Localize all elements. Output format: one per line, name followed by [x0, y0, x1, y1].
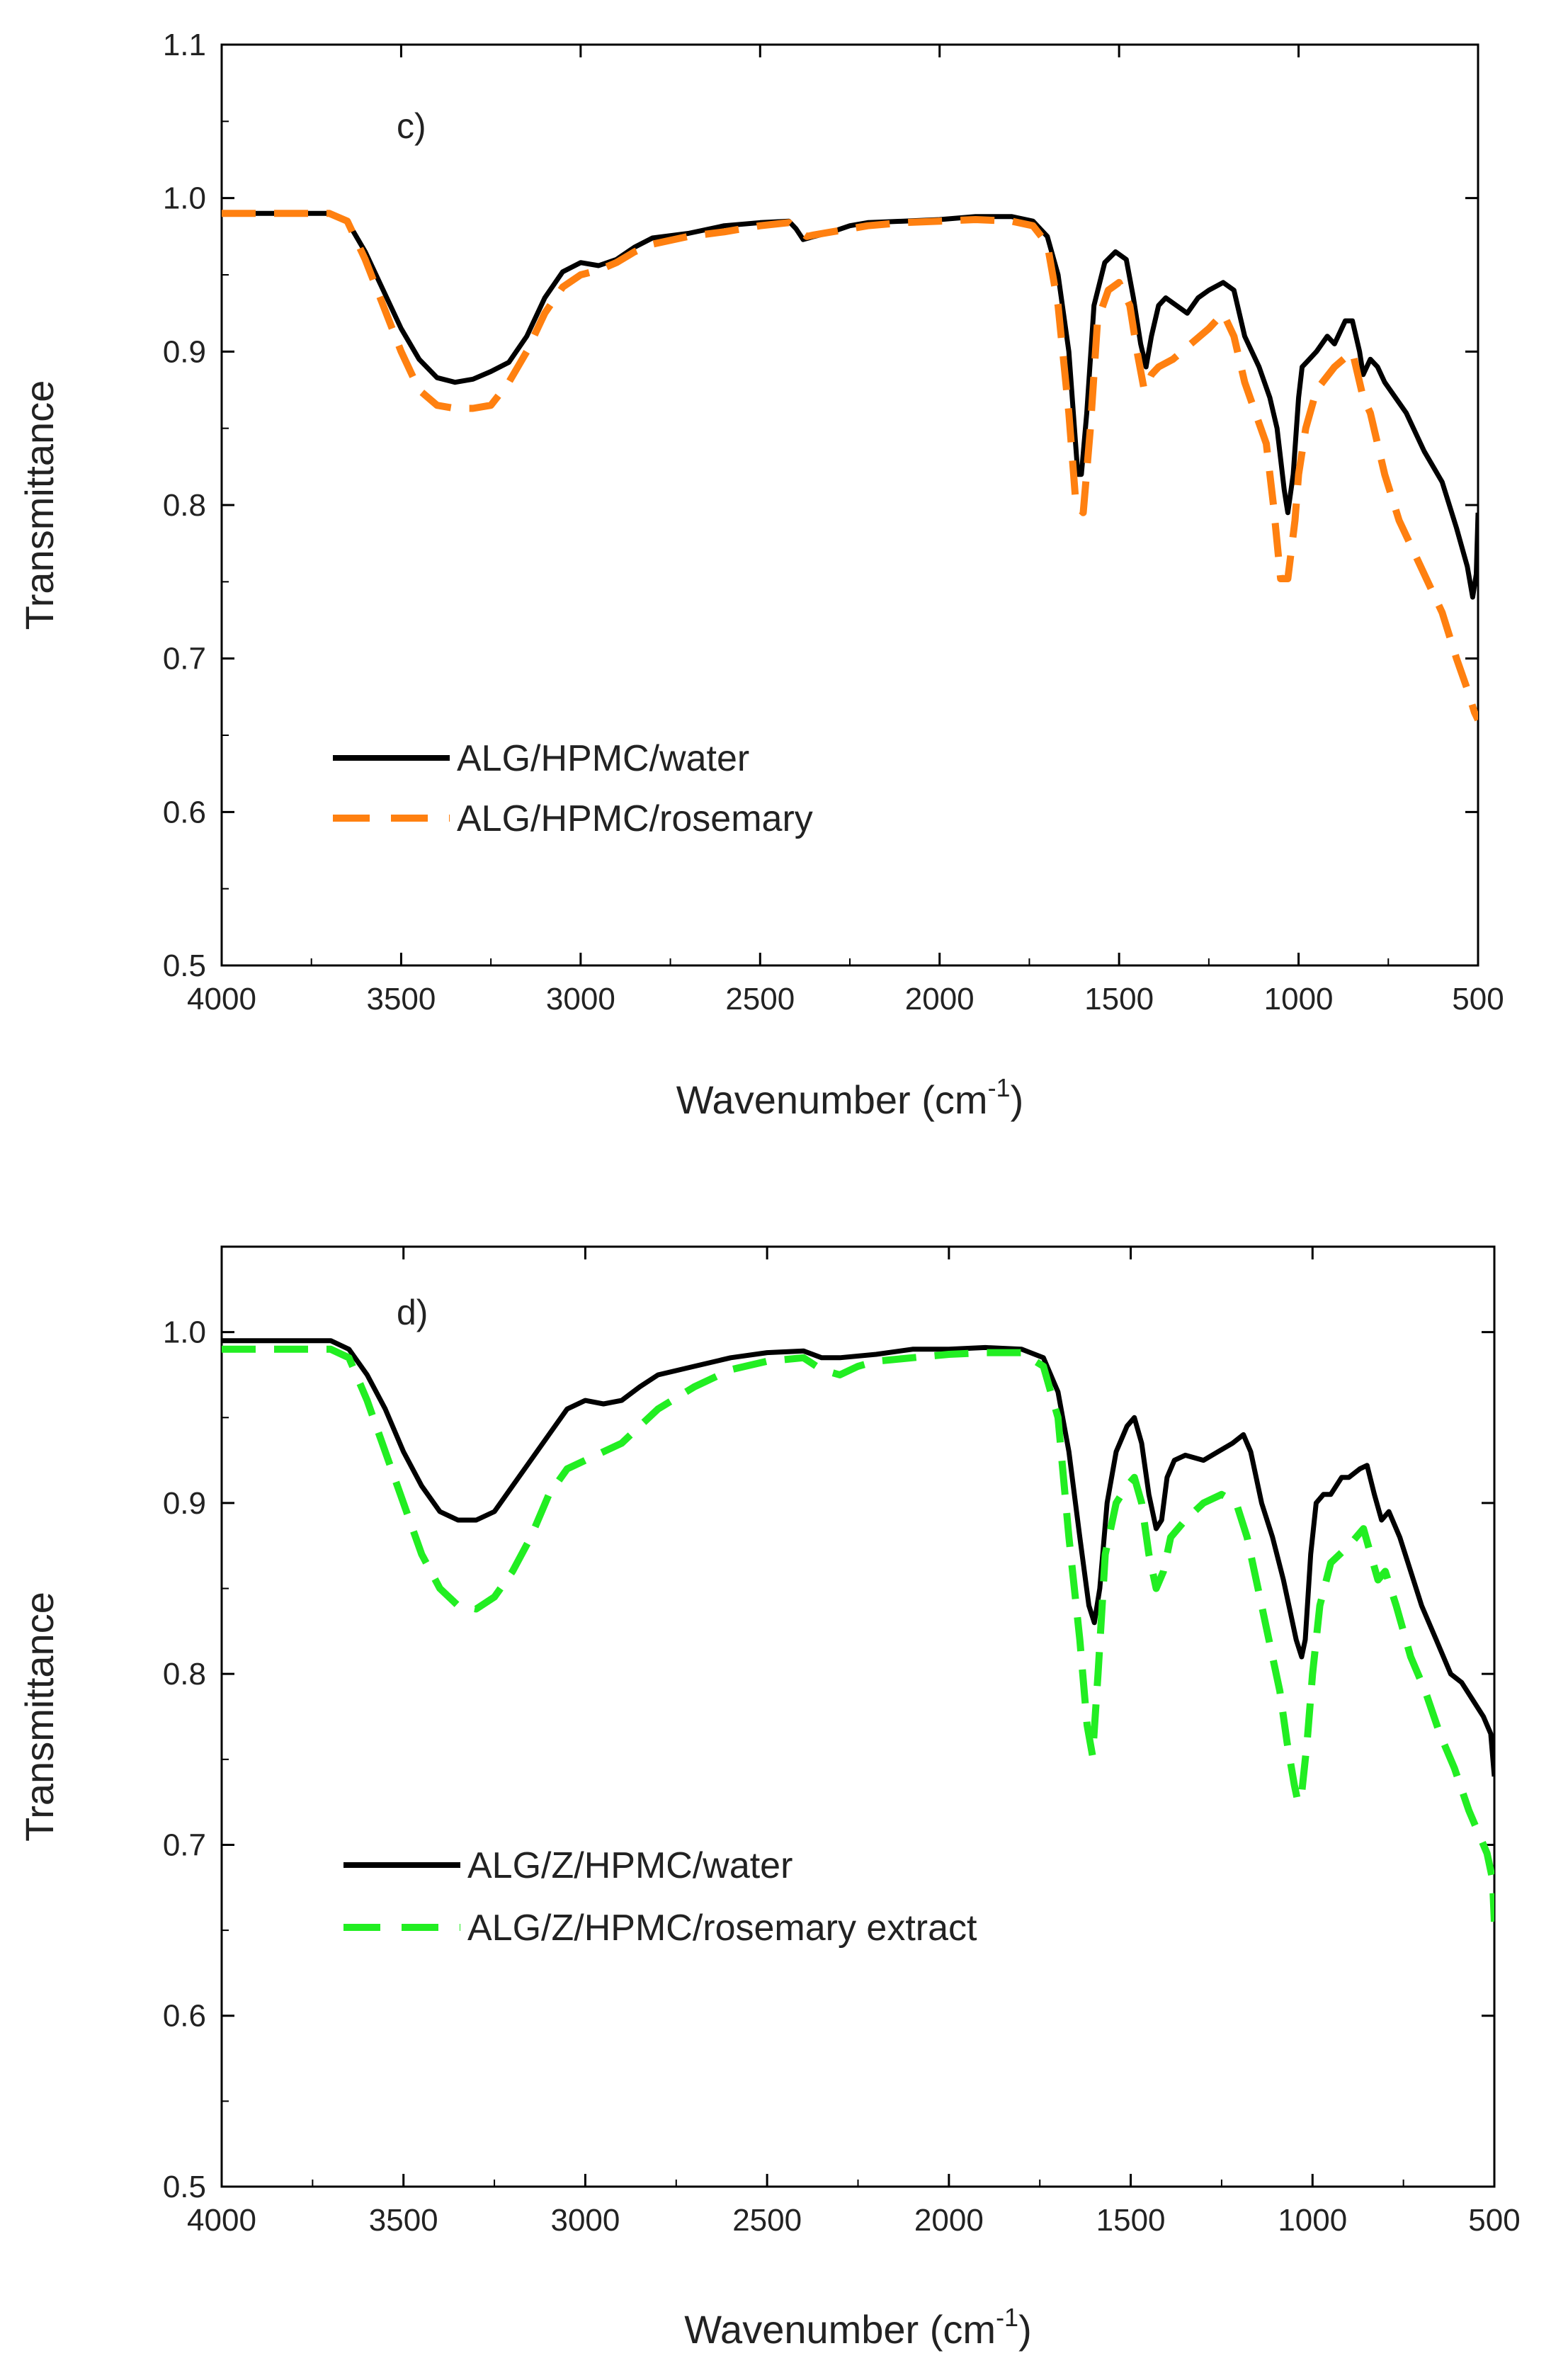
- chart-0-x-tick-label: 2500: [725, 982, 795, 1016]
- chart-1-x-tick-label: 4000: [187, 2203, 256, 2238]
- chart-1-x-tick-label: 3500: [369, 2203, 438, 2238]
- chart-0-x-tick-label: 1000: [1264, 982, 1334, 1016]
- panel-d: 4000 3500 3000 2500 2000 1500 1000 500 0.5 0.6 0.7…: [17, 1245, 1521, 2352]
- chart-0-x-tick-label: 500: [1452, 982, 1504, 1016]
- chart-0-series-0-line: [222, 210, 1478, 600]
- chart-0-y-tick-label: 0.5: [163, 948, 206, 983]
- chart-0-y-tick-label: 0.9: [163, 334, 206, 369]
- chart-1-y-axis-title: Transmittance: [17, 1592, 62, 1842]
- chart-0-legend-label-1: ALG/HPMC/rosemary: [457, 798, 813, 839]
- chart-0-x-axis-title-main: Wavenumber (cm: [676, 1077, 988, 1122]
- chart-1-series-1-line: [222, 1345, 1494, 1922]
- chart-1-y-tick-label: 0.9: [163, 1486, 206, 1521]
- chart-1-y-tick-label: 0.5: [163, 2170, 206, 2204]
- chart-1-x-axis-title: Wavenumber (cm-1): [684, 2303, 1031, 2352]
- chart-0-x-axis-title: Wavenumber (cm-1): [676, 1073, 1023, 1122]
- chart-1-x-axis-title-main: Wavenumber (cm: [684, 2307, 996, 2352]
- chart-1-x-tick-label: 1500: [1096, 2203, 1166, 2238]
- chart-0-series-1-line: [222, 210, 1478, 722]
- chart-0-y-tick-label: 0.8: [163, 488, 206, 523]
- chart-1-x-tick-label: 1000: [1278, 2203, 1347, 2238]
- chart-0-y-tick-label: 1.1: [163, 28, 206, 62]
- chart-0-x-tick-label: 3000: [546, 982, 615, 1016]
- chart-1-y-tick-label: 0.6: [163, 1999, 206, 2034]
- chart-1-x-tick-label: 2500: [732, 2203, 802, 2238]
- chart-0-y-axis-title: Transmittance: [17, 380, 62, 630]
- panel-c: 4000 3500 3000 2500 2000 1500 1000 500 0.5 0.6 0.7…: [17, 28, 1504, 1122]
- chart-1-series-0-line: [222, 1338, 1494, 1777]
- chart-1-x-axis-title-end: ): [1018, 2307, 1032, 2352]
- chart-1-y-tick-label: 0.7: [163, 1828, 206, 1862]
- chart-0-x-tick-label: 1500: [1084, 982, 1154, 1016]
- chart-1-y-tick-label: 0.8: [163, 1657, 206, 1692]
- chart-0-x-tick-label: 2000: [905, 982, 975, 1016]
- chart-0-x-tick-label: 3500: [366, 982, 436, 1016]
- chart-0-x-axis-title-superscript: -1: [988, 1073, 1011, 1102]
- chart-1-y-tick-label: 1.0: [163, 1315, 206, 1350]
- chart-0-legend-label-0: ALG/HPMC/water: [457, 738, 749, 779]
- chart-0-panel-label: c): [397, 106, 426, 146]
- chart-0-x-axis-title-end: ): [1011, 1077, 1024, 1122]
- chart-1-x-tick-label: 500: [1468, 2203, 1520, 2238]
- chart-1-legend-label-0: ALG/Z/HPMC/water: [467, 1845, 792, 1886]
- chart-1-legend-label-1: ALG/Z/HPMC/rosemary extract: [467, 1908, 977, 1949]
- chart-1-x-tick-label: 2000: [914, 2203, 984, 2238]
- chart-0-y-tick-label: 0.7: [163, 642, 206, 676]
- chart-0-x-tick-label: 4000: [187, 982, 256, 1016]
- chart-0-y-tick-label: 1.0: [163, 181, 206, 216]
- chart-1-x-axis-title-superscript: -1: [996, 2303, 1018, 2332]
- chart-0-y-tick-label: 0.6: [163, 795, 206, 829]
- chart-1-panel-label: d): [397, 1293, 428, 1332]
- chart-1-x-tick-label: 3000: [550, 2203, 620, 2238]
